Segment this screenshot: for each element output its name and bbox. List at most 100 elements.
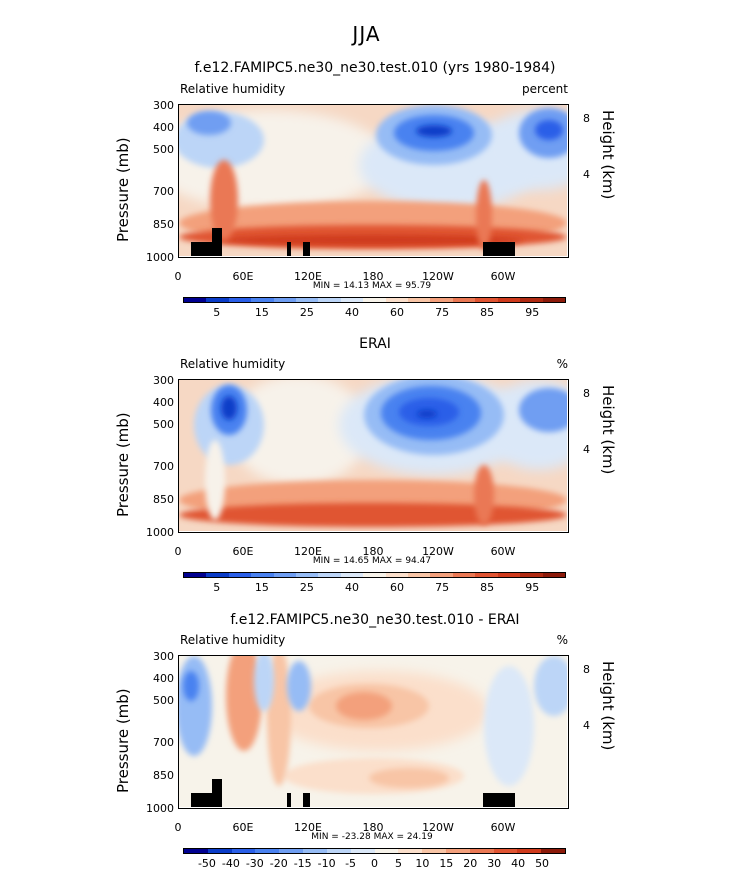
rh-diff-field <box>254 656 274 711</box>
colorbar-swatch <box>318 298 341 302</box>
colorbar-tick-label: 40 <box>344 306 359 319</box>
panel3-ytick: 850 <box>153 769 174 782</box>
panel2-ytick: 400 <box>153 396 174 409</box>
panel3-xtick: 60E <box>232 821 254 834</box>
colorbar-swatch <box>296 573 319 577</box>
colorbar-swatch <box>273 573 297 577</box>
colorbar-swatch <box>340 573 364 577</box>
colorbar-swatch <box>475 298 498 302</box>
colorbar-swatch <box>469 849 494 853</box>
panel1-xtick: 60E <box>232 270 254 283</box>
panel2-title: ERAI <box>359 336 391 352</box>
rh-field <box>416 125 452 137</box>
panel1-xtick: 120W <box>422 270 454 283</box>
topography-mask <box>212 779 222 807</box>
colorbar-swatch <box>430 298 453 302</box>
colorbar-swatch <box>228 298 252 302</box>
topography-mask <box>483 793 515 807</box>
colorbar-swatch <box>517 849 542 853</box>
rh-field <box>179 503 567 527</box>
rh-field <box>229 380 369 485</box>
panel1-colorbar <box>183 297 566 303</box>
topography-mask <box>191 793 213 807</box>
panel3-xtick: 60W <box>490 821 516 834</box>
rh-field <box>210 160 238 240</box>
colorbar-swatch <box>520 298 543 302</box>
panel1-xtick: 60W <box>490 270 516 283</box>
colorbar-tick-label: 15 <box>254 581 269 594</box>
colorbar-tick-label: 60 <box>390 581 405 594</box>
colorbar-tick-label: 5 <box>394 857 402 870</box>
panel1-right-tick: 4 <box>583 168 590 181</box>
panel1-minmax: MIN = 14.13 MAX = 95.79 <box>312 281 432 291</box>
colorbar-tick-label: 95 <box>525 581 540 594</box>
colorbar-swatch <box>385 573 409 577</box>
colorbar-swatch <box>363 573 386 577</box>
figure-title: JJA <box>352 22 381 46</box>
colorbar-tick-label: 50 <box>535 857 550 870</box>
rh-field <box>519 388 567 432</box>
panel2-ytick: 700 <box>153 460 174 473</box>
panel2-ylabel: Pressure (mb) <box>114 412 132 517</box>
panel2-field-label: Relative humidity <box>180 357 286 371</box>
panel2-plot-area <box>178 379 569 533</box>
colorbar-swatch <box>318 573 341 577</box>
panel3-ylabel-right: Height (km) <box>599 661 617 751</box>
colorbar-swatch <box>542 573 565 577</box>
colorbar-tick-label: -15 <box>293 857 312 870</box>
colorbar-swatch <box>408 573 431 577</box>
topography-mask <box>483 242 515 256</box>
panel1-ylabel-right: Height (km) <box>599 110 617 200</box>
rh-field <box>417 410 437 418</box>
colorbar-tick-label: -30 <box>245 857 264 870</box>
panel1-right-tick: 8 <box>583 112 590 125</box>
colorbar-tick-label: 5 <box>213 306 221 319</box>
colorbar-swatch <box>206 573 229 577</box>
panel3-xtick: 0 <box>174 821 182 834</box>
rh-diff-field <box>534 656 567 716</box>
rh-field <box>221 396 237 420</box>
panel3-ytick: 700 <box>153 736 174 749</box>
topography-mask <box>287 242 291 256</box>
colorbar-tick-label: 25 <box>299 306 314 319</box>
topography-mask <box>191 242 213 256</box>
colorbar-swatch <box>374 849 399 853</box>
colorbar-tick-label: -20 <box>269 857 288 870</box>
panel3-right-tick: 4 <box>583 719 590 732</box>
rh-field <box>187 111 231 135</box>
colorbar-swatch <box>445 849 470 853</box>
panel2-xtick: 120W <box>422 545 454 558</box>
panel1-plot-area <box>178 104 569 258</box>
rh-diff-field <box>484 666 534 786</box>
rh-field <box>474 465 494 525</box>
panel1-field-label: Relative humidity <box>180 82 286 96</box>
panel3-ytick: 500 <box>153 694 174 707</box>
rh-field <box>205 440 225 520</box>
panel1-ytick: 700 <box>153 185 174 198</box>
colorbar-tick-label: 15 <box>439 857 454 870</box>
colorbar-swatch <box>184 849 208 853</box>
colorbar-swatch <box>251 573 274 577</box>
colorbar-tick-label: 85 <box>480 306 495 319</box>
rh-diff-field <box>336 692 392 720</box>
panel1-xtick: 0 <box>174 270 182 283</box>
colorbar-swatch <box>231 849 256 853</box>
panel3-right-tick: 8 <box>583 663 590 676</box>
colorbar-swatch <box>340 298 364 302</box>
colorbar-swatch <box>493 849 518 853</box>
panel2-units: % <box>556 357 568 371</box>
panel1-ytick: 300 <box>153 99 174 112</box>
panel2-minmax: MIN = 14.65 MAX = 94.47 <box>312 556 432 566</box>
panel3-xtick: 120W <box>422 821 454 834</box>
colorbar-swatch <box>452 573 476 577</box>
panel3-colorbar <box>183 848 566 854</box>
topography-mask <box>303 793 310 807</box>
colorbar-tick-label: 0 <box>371 857 378 870</box>
colorbar-swatch <box>273 298 297 302</box>
colorbar-swatch <box>206 298 229 302</box>
colorbar-tick-label: -10 <box>317 857 336 870</box>
colorbar-swatch <box>520 573 543 577</box>
rh-diff-field <box>369 768 449 788</box>
panel3-ytick: 300 <box>153 650 174 663</box>
colorbar-swatch <box>184 298 207 302</box>
